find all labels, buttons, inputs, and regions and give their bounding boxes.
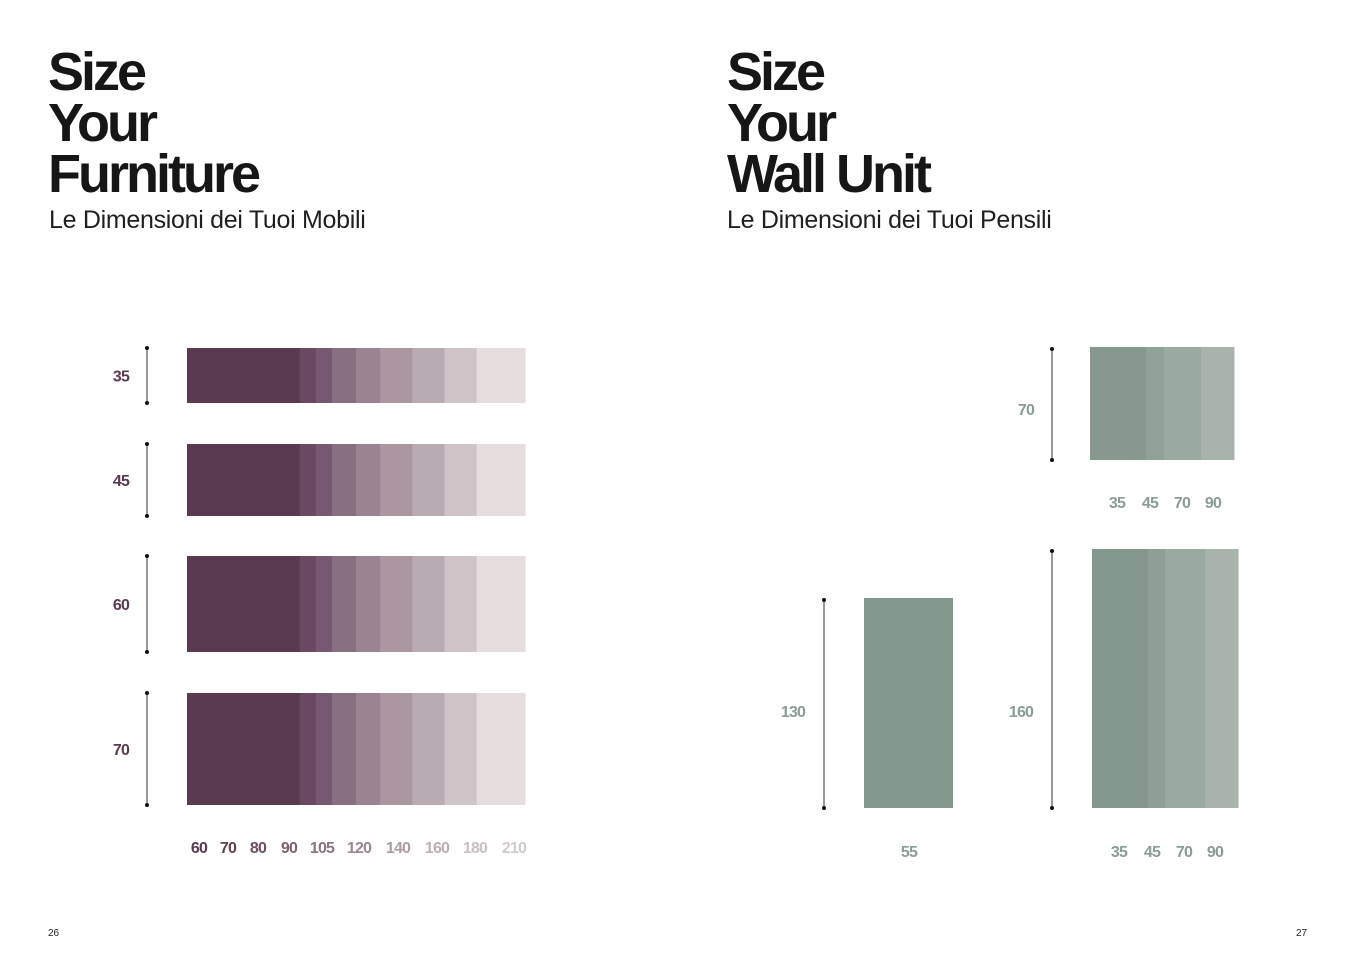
furniture-bar-35-segment-180	[444, 348, 478, 403]
right-title-line-2: Your	[727, 93, 837, 153]
bottom-wall-unit-width-label-70: 70	[1176, 844, 1193, 861]
furniture-width-label-60: 60	[191, 840, 208, 857]
tall-wall-unit-height-dimension-bottom-dot	[822, 806, 826, 810]
furniture-bar-70-segment-210	[476, 693, 526, 805]
right-title-line-3: Wall Unit	[727, 144, 932, 204]
furniture-bar-35-segment-210	[476, 348, 526, 403]
furniture-height-label-45: 45	[113, 473, 130, 490]
furniture-width-label-70: 70	[220, 840, 237, 857]
furniture-bar-60-segment-180	[444, 556, 478, 652]
furniture-width-label-140: 140	[386, 840, 411, 857]
furniture-height-label-60: 60	[113, 597, 130, 614]
left-title: Size Your Furniture	[48, 42, 261, 204]
furniture-height-dimension-35-top-dot	[145, 346, 149, 350]
bottom-wall-unit-width-label-90: 90	[1207, 844, 1224, 861]
left-title-line-2: Your	[48, 93, 158, 153]
furniture-height-label-70: 70	[113, 742, 130, 759]
bottom-wall-unit-height-label: 160	[1009, 704, 1034, 721]
furniture-bar-45-segment-80	[299, 444, 317, 516]
top-wall-unit-width-label-90: 90	[1205, 495, 1222, 512]
furniture-bar-35-segment-105	[331, 348, 357, 403]
furniture-bar-70-segment-160	[412, 693, 446, 805]
furniture-bar-45-segment-210	[476, 444, 526, 516]
furniture-bar-35-segment-120	[356, 348, 381, 403]
furniture-bar-70-segment-120	[356, 693, 381, 805]
furniture-height-dimension-35-bottom-dot	[145, 401, 149, 405]
bottom-wall-unit-segment-90	[1205, 549, 1239, 808]
bottom-wall-unit-height-dimension-bottom-dot	[1050, 806, 1054, 810]
left-subtitle: Le Dimensioni dei Tuoi Mobili	[49, 206, 366, 234]
furniture-bar-60-segment-210	[476, 556, 526, 652]
tall-wall-unit-width-label: 55	[901, 844, 918, 861]
top-wall-unit-width-label-35: 35	[1109, 495, 1126, 512]
furniture-bar-45-segment-90	[315, 444, 333, 516]
tall-wall-unit-height-label: 130	[781, 704, 806, 721]
top-wall-unit-height-dimension-top-dot	[1050, 347, 1054, 351]
top-wall-unit-segment-35	[1090, 347, 1147, 460]
right-title-line-1: Size	[727, 42, 826, 102]
furniture-bar-35-segment-160	[412, 348, 446, 403]
tall-wall-unit-height-dimension-top-dot	[822, 598, 826, 602]
furniture-bar-45-segment-105	[331, 444, 357, 516]
furniture-width-label-120: 120	[347, 840, 372, 857]
left-page-number: 26	[48, 928, 60, 939]
top-wall-unit-segment-45	[1146, 347, 1165, 460]
furniture-bar-60-segment-105	[331, 556, 357, 652]
tall-wall-unit-block	[864, 598, 953, 808]
furniture-width-label-80: 80	[250, 840, 267, 857]
furniture-height-dimension-60-top-dot	[145, 554, 149, 558]
furniture-bar-70-segment-80	[299, 693, 317, 805]
right-page-number: 27	[1296, 928, 1308, 939]
furniture-bar-60-segment-80	[299, 556, 317, 652]
furniture-bar-70-segment-70	[187, 693, 301, 805]
furniture-height-dimension-45-top-dot	[145, 442, 149, 446]
furniture-bar-35-segment-90	[315, 348, 333, 403]
furniture-width-label-90: 90	[281, 840, 298, 857]
furniture-width-label-105: 105	[310, 840, 335, 857]
bottom-wall-unit-segment-70	[1165, 549, 1206, 808]
furniture-width-label-210: 210	[502, 840, 527, 857]
furniture-bar-35-segment-80	[299, 348, 317, 403]
furniture-bar-45-segment-70	[187, 444, 301, 516]
furniture-bar-70-segment-180	[444, 693, 478, 805]
furniture-height-dimension-70-top-dot	[145, 691, 149, 695]
top-wall-unit-segment-90	[1201, 347, 1235, 460]
top-wall-unit-height-label: 70	[1018, 402, 1035, 419]
furniture-height-dimension-70-bottom-dot	[145, 803, 149, 807]
top-wall-unit-height-dimension-bottom-dot	[1050, 458, 1054, 462]
furniture-bar-60-segment-160	[412, 556, 446, 652]
left-title-line-1: Size	[48, 42, 147, 102]
furniture-bar-60-segment-140	[380, 556, 413, 652]
top-wall-unit-width-label-70: 70	[1174, 495, 1191, 512]
left-title-line-3: Furniture	[48, 144, 261, 204]
furniture-bar-60-segment-90	[315, 556, 333, 652]
furniture-height-dimension-60-bottom-dot	[145, 650, 149, 654]
furniture-bar-45-segment-140	[380, 444, 413, 516]
furniture-width-label-160: 160	[425, 840, 450, 857]
furniture-height-label-35: 35	[113, 369, 130, 386]
furniture-bar-60-segment-70	[187, 556, 301, 652]
furniture-bar-45-segment-180	[444, 444, 478, 516]
furniture-bar-45-segment-160	[412, 444, 446, 516]
furniture-bar-45-segment-120	[356, 444, 381, 516]
bottom-wall-unit-width-label-35: 35	[1111, 844, 1128, 861]
bottom-wall-unit-segment-35	[1092, 549, 1149, 808]
bottom-wall-unit-height-dimension-top-dot	[1050, 549, 1054, 553]
furniture-bar-70-segment-105	[331, 693, 357, 805]
right-title: Size Your Wall Unit	[727, 42, 932, 204]
furniture-width-label-180: 180	[463, 840, 488, 857]
furniture-bar-35-segment-70	[187, 348, 301, 403]
furniture-height-dimension-45-bottom-dot	[145, 514, 149, 518]
furniture-bar-35-segment-140	[380, 348, 413, 403]
bottom-wall-unit-segment-45	[1148, 549, 1166, 808]
furniture-bar-60-segment-120	[356, 556, 381, 652]
furniture-bar-70-segment-90	[315, 693, 333, 805]
right-subtitle: Le Dimensioni dei Tuoi Pensili	[727, 206, 1052, 234]
top-wall-unit-segment-70	[1164, 347, 1202, 460]
top-wall-unit-width-label-45: 45	[1142, 495, 1159, 512]
bottom-wall-unit-width-label-45: 45	[1144, 844, 1161, 861]
furniture-bar-70-segment-140	[380, 693, 413, 805]
